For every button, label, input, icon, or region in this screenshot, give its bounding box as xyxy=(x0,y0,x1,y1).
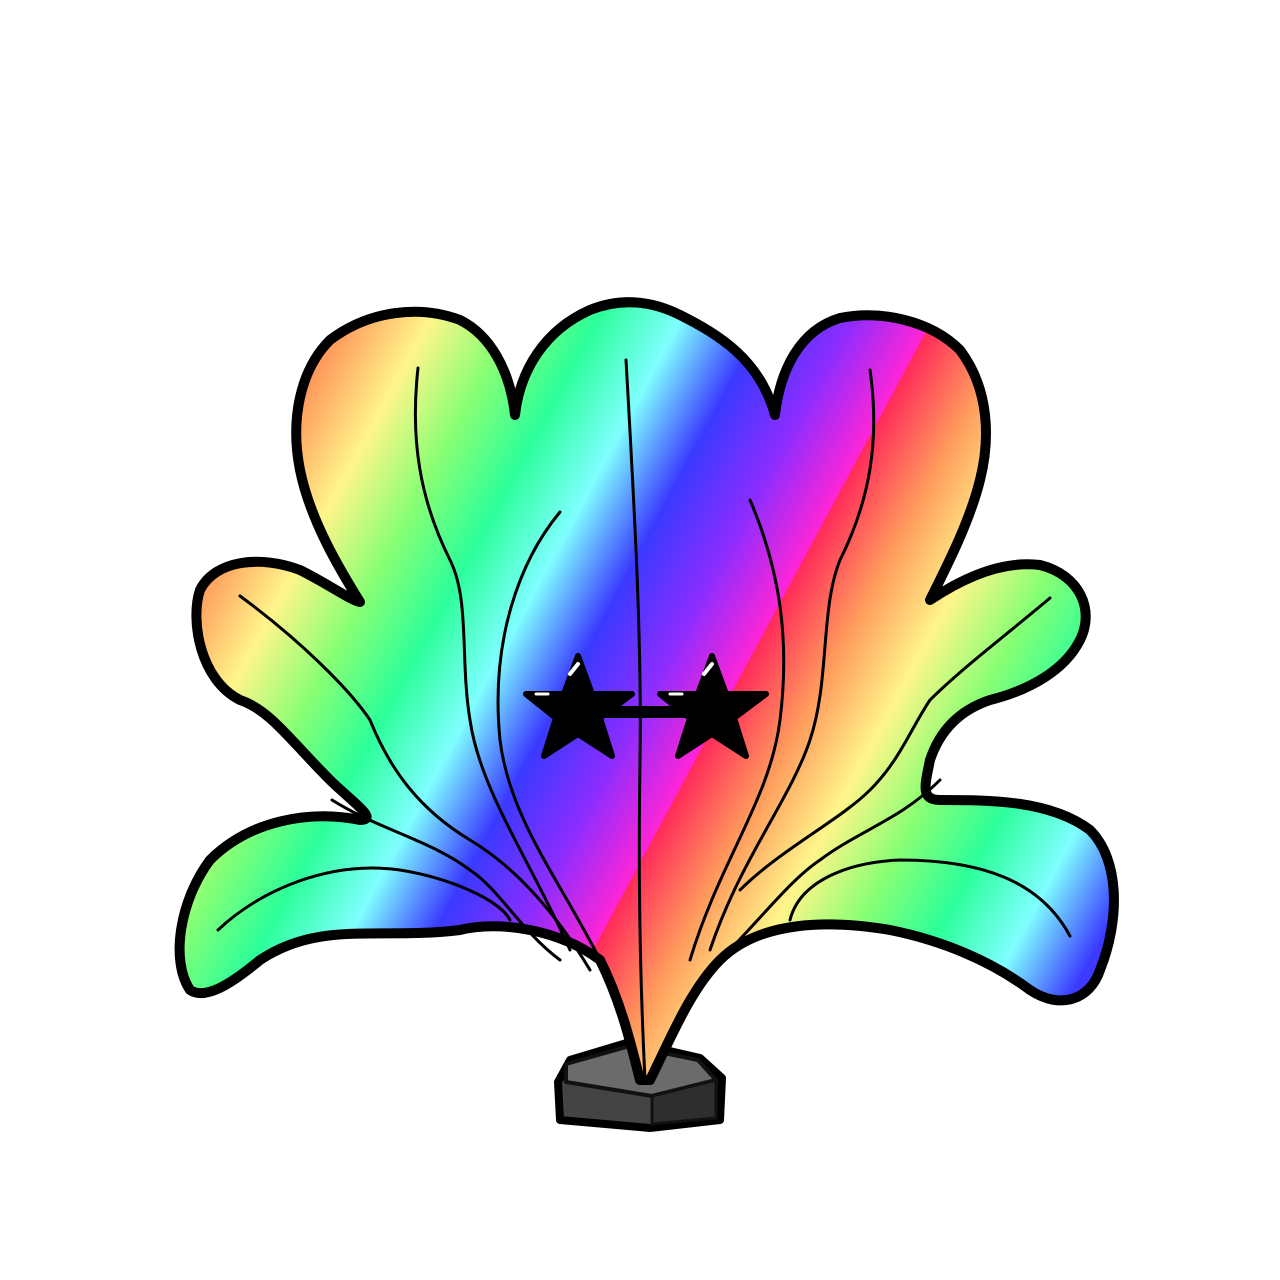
vein-left-low xyxy=(216,866,512,932)
vein-inner-right xyxy=(688,498,786,962)
vein-right-mid xyxy=(738,596,1052,892)
right-lens-highlight xyxy=(702,662,714,676)
rainbow-seaweed-plant-icon xyxy=(174,297,1119,1085)
vein-left-upper xyxy=(330,798,562,962)
vein-left-tall xyxy=(413,366,572,952)
vein-left-mid xyxy=(238,594,592,972)
left-lens-highlight xyxy=(568,662,580,676)
vein-center xyxy=(624,358,647,1082)
leaf-veins xyxy=(216,358,1072,1082)
star-sunglasses-icon xyxy=(523,653,769,759)
seaweed-leaves xyxy=(174,297,1119,1085)
rock-front-face xyxy=(650,1078,718,1126)
vein-right-low xyxy=(788,858,1072,938)
vein-inner-left xyxy=(496,510,602,962)
vein-right-upper xyxy=(718,778,942,962)
vein-right-tall xyxy=(708,368,876,952)
glasses-bridge xyxy=(598,706,694,718)
